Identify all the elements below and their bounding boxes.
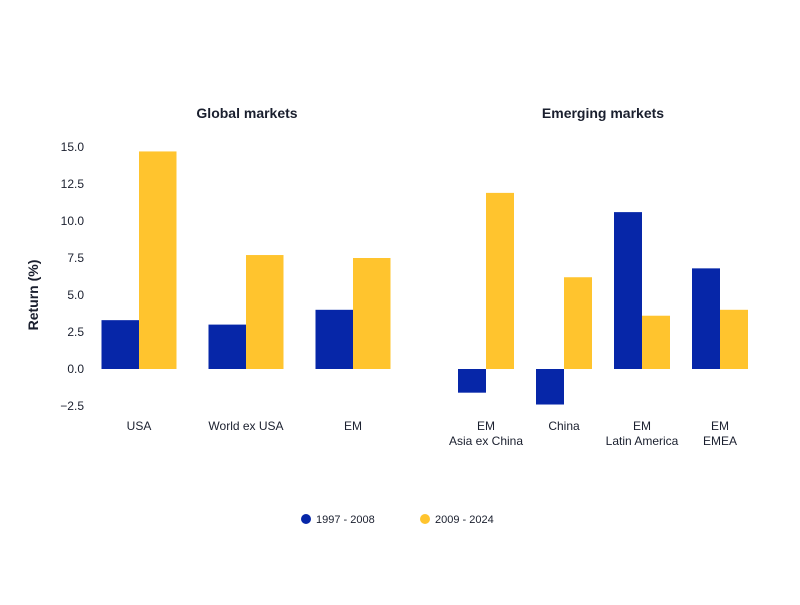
bar-1997-2008: [208, 324, 246, 369]
bar-2009-2024: [564, 277, 592, 369]
category-label: EM: [711, 419, 729, 433]
bar-1997-2008: [692, 268, 720, 369]
bar-2009-2024: [486, 192, 514, 369]
category-label: China: [548, 419, 580, 433]
category-label: Asia ex China: [449, 434, 523, 448]
bar-2009-2024: [720, 309, 748, 369]
bar-1997-2008: [101, 320, 139, 369]
y-tick-label: 5.0: [67, 288, 84, 302]
category-label: Latin America: [606, 434, 679, 448]
y-tick-label: 10.0: [61, 214, 85, 228]
category-label: EM: [344, 419, 362, 433]
panel-title: Emerging markets: [542, 105, 664, 121]
y-tick-label: 12.5: [61, 177, 85, 191]
bar-2009-2024: [642, 315, 670, 369]
y-axis-label: Return (%): [25, 260, 41, 331]
bar-2009-2024: [139, 151, 177, 369]
bar-1997-2008: [458, 369, 486, 393]
category-label: USA: [127, 419, 152, 433]
panel-title: Global markets: [196, 105, 297, 121]
category-label: EM: [477, 419, 495, 433]
legend-label: 1997 - 2008: [316, 514, 375, 526]
category-label: EM: [633, 419, 651, 433]
legend-label: 2009 - 2024: [435, 514, 494, 526]
bar-1997-2008: [315, 309, 353, 369]
y-tick-label: 15.0: [61, 140, 85, 154]
y-tick-label: −2.5: [60, 399, 84, 413]
bar-2009-2024: [246, 255, 284, 369]
y-tick-label: 2.5: [67, 325, 84, 339]
category-label: EMEA: [703, 434, 737, 448]
y-tick-label: 0.0: [67, 362, 84, 376]
legend-marker: [420, 514, 430, 524]
y-tick-label: 7.5: [67, 251, 84, 265]
bar-2009-2024: [353, 258, 391, 369]
legend-marker: [301, 514, 311, 524]
bar-1997-2008: [614, 212, 642, 369]
category-label: World ex USA: [208, 419, 283, 433]
bar-1997-2008: [536, 369, 564, 405]
